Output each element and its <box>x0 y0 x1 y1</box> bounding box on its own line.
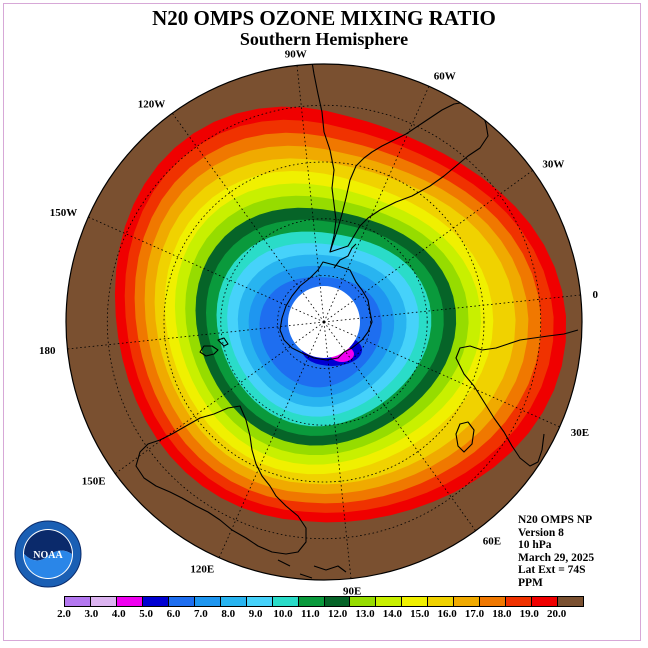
latitude-circle <box>163 161 485 483</box>
lon-label-3: 0 <box>593 289 599 301</box>
color-scale-tick: 3.0 <box>84 608 99 620</box>
lon-label-8: 150E <box>82 476 106 488</box>
lon-label-10: 150W <box>50 207 78 219</box>
lon-label-2: 30W <box>542 158 564 170</box>
map-title: N20 OMPS OZONE MIXING RATIO <box>152 6 496 30</box>
color-scale-tick: 14.0 <box>382 608 403 620</box>
color-scale-cell <box>116 597 143 606</box>
color-scale-cell <box>168 597 195 606</box>
lon-label-7: 120E <box>190 564 214 576</box>
lon-label-4: 30E <box>571 427 589 439</box>
color-scale-tick: 8.0 <box>221 608 236 620</box>
color-scale-cell <box>350 597 377 606</box>
map-subtitle: Southern Hemisphere <box>239 29 409 49</box>
longitude-labels: 90W 60W 30W 0 30E 60E 90E 120E 150E 180 150W 120W <box>39 49 599 598</box>
color-scale-cell <box>324 597 351 606</box>
color-scale-bar <box>64 596 584 607</box>
color-scale-tick: 2.0 <box>57 608 71 620</box>
color-scale-cell <box>402 597 429 606</box>
new-zealand-coastline <box>199 337 229 357</box>
antarctic-peninsula-coastline <box>333 243 357 269</box>
meridian-line <box>296 65 325 323</box>
indonesia-coastline <box>277 559 347 579</box>
meridian-line <box>323 321 352 579</box>
color-scale-tick: 9.0 <box>248 608 263 620</box>
color-scale-cell <box>194 597 221 606</box>
info-pressure: 10 hPa <box>518 539 552 552</box>
info-instrument: N20 OMPS NP <box>518 514 593 526</box>
info-panel: N20 OMPS NP Version 8 10 hPa March 29, 2… <box>518 514 594 590</box>
color-scale-cell <box>220 597 247 606</box>
color-scale-tick: 16.0 <box>437 608 457 620</box>
antarctica-coastline <box>279 261 373 361</box>
lon-label-11: 120W <box>138 99 166 111</box>
graticule <box>67 65 581 579</box>
color-scale-cell <box>376 597 403 606</box>
color-scale-tick: 4.0 <box>111 608 126 620</box>
meridian-line <box>88 216 325 323</box>
color-scale-cell <box>90 597 117 606</box>
color-scale-tick: 7.0 <box>193 608 208 620</box>
map-boundary <box>65 63 583 581</box>
color-scale-tick: 5.0 <box>139 608 153 620</box>
color-scale-cell <box>454 597 481 606</box>
info-lat-ext: Lat Ext = 74S <box>518 564 586 577</box>
color-scale-tick: 15.0 <box>410 608 430 620</box>
color-scale-cell <box>272 597 299 606</box>
south-america-west-coastline <box>311 64 337 253</box>
color-scale-tick: 12.0 <box>328 608 348 620</box>
latitude-circle <box>277 275 371 369</box>
lon-label-5: 60E <box>483 535 501 547</box>
color-scale-cell <box>298 597 325 606</box>
lon-label-0: 90W <box>285 49 307 61</box>
info-date: March 29, 2025 <box>518 551 595 564</box>
color-scale-tick: 6.0 <box>166 608 181 620</box>
color-scale-tick: 11.0 <box>300 608 320 620</box>
color-scale-cell <box>65 597 91 606</box>
madagascar-coastline <box>455 421 475 453</box>
latitude-circle <box>106 104 542 540</box>
meridian-line <box>218 321 325 558</box>
latitude-circle <box>220 218 428 426</box>
noaa-logo-text: NOAA <box>33 550 63 561</box>
color-scale-cell <box>506 597 533 606</box>
info-units: PPM <box>518 576 543 589</box>
color-scale-cell <box>246 597 273 606</box>
color-scale-tick: 18.0 <box>492 608 512 620</box>
color-scale-cell <box>532 597 559 606</box>
info-version: Version 8 <box>518 526 564 539</box>
color-scale-tick: 17.0 <box>464 608 485 620</box>
color-scale-tick: 10.0 <box>273 608 293 620</box>
color-scale-tick: 20.0 <box>547 608 567 620</box>
color-scale-cell <box>480 597 507 606</box>
meridian-line <box>67 321 325 350</box>
meridian-line <box>323 321 476 531</box>
noaa-logo: NOAA <box>14 520 82 588</box>
meridian-line <box>172 113 325 323</box>
color-scale-cell <box>428 597 455 606</box>
lon-label-9: 180 <box>39 345 56 357</box>
color-scale-cell <box>142 597 169 606</box>
meridian-line <box>323 170 533 323</box>
color-scale-cell <box>558 597 584 606</box>
meridian-line <box>323 294 581 323</box>
color-scale-tick: 19.0 <box>519 608 539 620</box>
lon-label-6: 90E <box>343 586 361 598</box>
meridian-line <box>323 321 560 428</box>
meridian-line <box>323 86 430 323</box>
color-scale-tick: 13.0 <box>355 608 375 620</box>
meridian-line <box>115 321 325 474</box>
lon-label-1: 60W <box>434 70 456 82</box>
africa-coastline <box>455 329 579 467</box>
